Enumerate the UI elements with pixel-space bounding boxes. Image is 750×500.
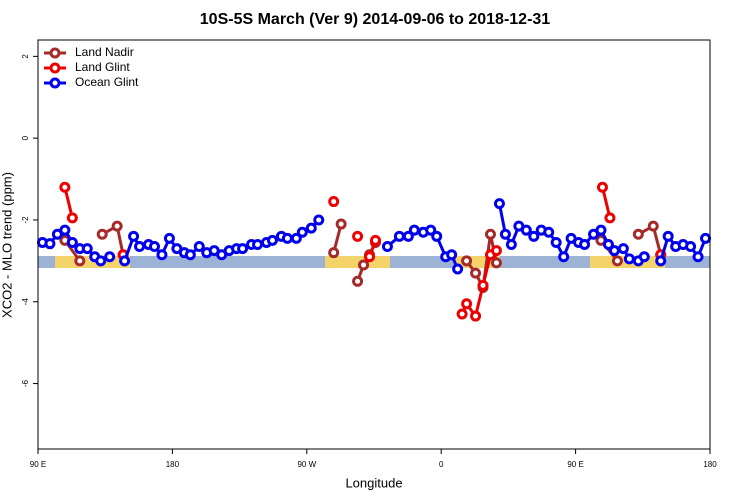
point: [74, 255, 86, 267]
point: [44, 238, 56, 250]
point: [558, 251, 570, 263]
point: [59, 224, 71, 236]
y-axis-label: XCO2 - MLO trend (ppm): [0, 172, 14, 318]
point: [184, 249, 196, 261]
point: [617, 243, 629, 255]
x-tick-label: 90 W: [297, 460, 316, 469]
point: [296, 226, 308, 238]
point: [96, 228, 108, 240]
point: [393, 230, 405, 242]
point: [452, 263, 464, 275]
point: [461, 255, 473, 267]
point: [148, 241, 160, 253]
point: [328, 196, 340, 208]
y-tick-label: 0: [21, 135, 30, 140]
point: [364, 251, 376, 263]
point: [470, 310, 482, 322]
point: [632, 228, 644, 240]
point: [305, 222, 317, 234]
x-tick-label: 0: [439, 460, 444, 469]
point: [352, 275, 364, 287]
point: [490, 257, 502, 269]
point: [647, 220, 659, 232]
x-tick-label: 180: [703, 460, 717, 469]
plot-frame: [37, 39, 711, 450]
point: [119, 255, 131, 267]
point: [335, 218, 347, 230]
point: [369, 234, 381, 246]
point: [543, 226, 555, 238]
point: [193, 241, 205, 253]
point: [237, 243, 249, 255]
point: [163, 232, 175, 244]
point: [493, 198, 505, 210]
point: [484, 228, 496, 240]
point: [608, 245, 620, 257]
point: [579, 239, 591, 250]
y-tick-label: -6: [21, 379, 30, 387]
y-tick-label: -4: [21, 298, 30, 306]
legend-label: Land Nadir: [75, 45, 134, 59]
x-tick-label: 90 E: [30, 460, 46, 469]
point: [328, 247, 340, 259]
point: [313, 214, 325, 226]
point: [470, 267, 482, 279]
point: [104, 251, 116, 263]
point: [408, 224, 420, 236]
point: [596, 181, 608, 193]
point: [66, 212, 78, 224]
point: [490, 245, 502, 257]
point: [604, 212, 616, 224]
x-axis-label: Longitude: [345, 475, 402, 490]
point: [266, 234, 278, 246]
point: [685, 241, 697, 253]
legend-label: Ocean Glint: [75, 75, 139, 89]
point: [95, 255, 107, 267]
point: [402, 230, 414, 242]
point: [156, 249, 168, 261]
point: [461, 298, 473, 310]
point: [520, 224, 532, 236]
point: [456, 308, 468, 320]
point: [281, 232, 293, 244]
point: [700, 232, 712, 244]
point: [111, 220, 123, 232]
point: [446, 249, 458, 261]
chart-title: 10S-5S March (Ver 9) 2014-09-06 to 2018-…: [200, 11, 551, 28]
point: [595, 224, 607, 236]
point: [550, 236, 562, 248]
point: [290, 232, 302, 244]
point: [528, 230, 540, 242]
point: [655, 255, 667, 267]
point: [505, 239, 517, 250]
legend-marker: [49, 77, 61, 89]
point: [81, 243, 93, 255]
y-tick-label: 2: [21, 54, 30, 59]
point: [134, 241, 146, 253]
point: [352, 230, 364, 242]
point: [638, 251, 650, 263]
point: [59, 181, 71, 193]
point: [358, 259, 370, 271]
point: [499, 228, 511, 240]
point: [477, 279, 489, 291]
legend-marker: [49, 62, 61, 74]
point: [66, 236, 78, 248]
y-tick-label: -2: [21, 216, 30, 224]
point: [381, 241, 393, 253]
point: [128, 230, 140, 242]
point: [252, 239, 264, 250]
x-tick-label: 90 E: [567, 460, 583, 469]
point: [662, 230, 674, 242]
point: [602, 239, 614, 250]
point: [611, 255, 623, 267]
x-tick-label: 180: [166, 460, 180, 469]
point: [425, 224, 437, 236]
legend-label: Land Glint: [75, 60, 130, 74]
point: [692, 251, 704, 263]
point: [623, 253, 635, 265]
point: [431, 230, 443, 242]
legend-marker: [49, 47, 61, 59]
